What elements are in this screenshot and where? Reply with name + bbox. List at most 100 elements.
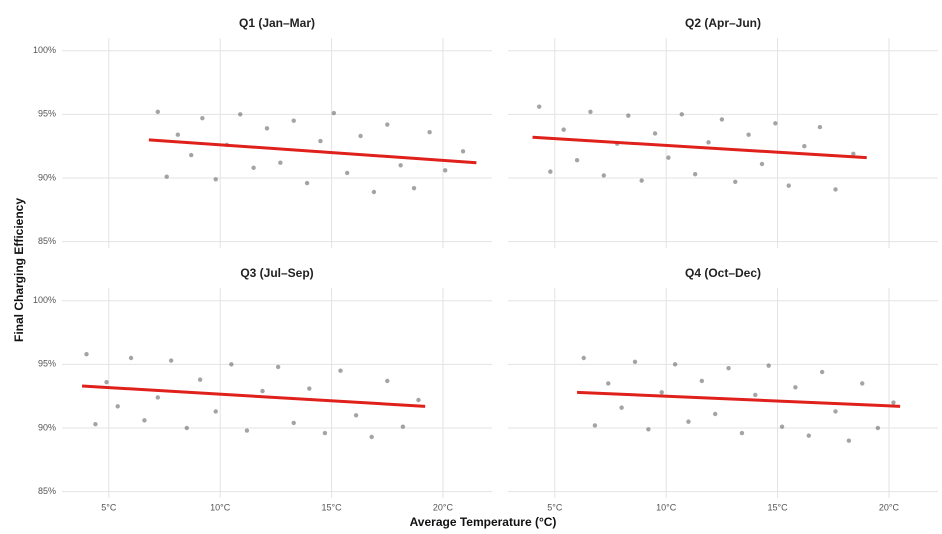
data-point bbox=[168, 358, 174, 363]
data-point bbox=[331, 110, 337, 116]
data-point bbox=[679, 112, 684, 117]
y-tick-label: 100% bbox=[33, 45, 56, 55]
data-point bbox=[238, 112, 243, 117]
data-point bbox=[411, 185, 417, 191]
data-point bbox=[817, 124, 823, 130]
x-tick-label: 20°C bbox=[879, 502, 900, 512]
data-point bbox=[851, 151, 856, 157]
data-point bbox=[93, 421, 98, 427]
data-point bbox=[200, 115, 205, 121]
y-tick-label: 95% bbox=[38, 359, 56, 369]
data-point bbox=[739, 430, 745, 436]
data-point bbox=[626, 113, 631, 118]
x-tick-label: 10°C bbox=[656, 502, 677, 512]
data-point bbox=[846, 438, 852, 443]
data-point bbox=[561, 127, 566, 132]
data-point bbox=[155, 395, 161, 400]
x-tick-label: 5°C bbox=[101, 502, 117, 512]
data-point bbox=[229, 362, 234, 367]
data-point bbox=[385, 378, 390, 384]
data-point bbox=[353, 413, 359, 418]
data-point bbox=[371, 189, 377, 195]
data-point bbox=[104, 379, 109, 385]
data-point bbox=[619, 405, 624, 410]
data-point bbox=[189, 152, 194, 158]
data-point bbox=[646, 427, 651, 432]
data-point bbox=[666, 155, 671, 160]
data-point bbox=[574, 157, 580, 163]
data-point bbox=[692, 171, 698, 177]
data-point bbox=[427, 129, 432, 135]
data-point bbox=[304, 180, 310, 186]
x-tick-label: 15°C bbox=[768, 502, 789, 512]
trend-line bbox=[532, 135, 867, 160]
data-point bbox=[260, 388, 265, 394]
data-point bbox=[251, 165, 256, 171]
data-point bbox=[338, 368, 343, 373]
data-point bbox=[639, 178, 644, 183]
y-tick-label: 85% bbox=[38, 486, 56, 496]
data-point bbox=[344, 170, 350, 176]
data-point bbox=[802, 143, 807, 149]
data-point bbox=[184, 425, 189, 431]
data-point bbox=[719, 117, 725, 122]
data-point bbox=[213, 409, 218, 414]
data-point bbox=[779, 424, 785, 429]
y-axis-title: Final Charging Efficiency bbox=[12, 198, 26, 342]
panel-title: Q1 (Jan–Mar) bbox=[239, 16, 315, 30]
x-tick-label: 5°C bbox=[547, 502, 563, 512]
data-point bbox=[385, 122, 390, 127]
data-point bbox=[275, 364, 281, 370]
data-point bbox=[155, 109, 161, 115]
data-point bbox=[307, 386, 312, 391]
data-point bbox=[460, 149, 466, 154]
data-point bbox=[175, 132, 181, 137]
panel-title: Q4 (Oct–Dec) bbox=[685, 266, 761, 280]
data-point bbox=[416, 397, 421, 403]
data-point bbox=[606, 381, 611, 386]
x-tick-label: 10°C bbox=[210, 502, 231, 512]
data-point bbox=[706, 140, 711, 145]
data-point bbox=[142, 418, 147, 423]
y-tick-label: 85% bbox=[38, 236, 56, 246]
data-point bbox=[746, 132, 751, 137]
y-tick-label: 95% bbox=[38, 109, 56, 119]
data-point bbox=[786, 183, 791, 188]
data-point bbox=[733, 179, 738, 185]
data-point bbox=[128, 355, 134, 361]
data-point bbox=[358, 133, 363, 139]
data-point bbox=[581, 355, 586, 361]
data-point bbox=[766, 363, 771, 368]
data-point bbox=[759, 161, 765, 167]
data-point bbox=[713, 411, 718, 417]
data-point bbox=[686, 419, 691, 424]
data-point bbox=[726, 365, 731, 371]
data-point bbox=[860, 381, 865, 386]
data-point bbox=[318, 138, 323, 144]
y-tick-label: 90% bbox=[38, 172, 56, 182]
data-point bbox=[875, 425, 881, 431]
trend-line bbox=[148, 138, 477, 165]
x-axis-title: Average Temperature (°C) bbox=[410, 515, 557, 529]
data-point bbox=[592, 423, 598, 428]
data-point bbox=[213, 177, 218, 182]
data-point bbox=[793, 385, 798, 390]
data-point bbox=[659, 390, 664, 395]
data-point bbox=[291, 118, 296, 123]
data-point bbox=[806, 433, 811, 438]
data-point bbox=[833, 187, 838, 192]
data-point bbox=[753, 392, 758, 398]
x-tick-label: 20°C bbox=[433, 502, 454, 512]
data-point bbox=[548, 169, 553, 174]
x-tick-label: 15°C bbox=[322, 502, 343, 512]
data-point bbox=[652, 131, 658, 136]
data-point bbox=[632, 359, 638, 365]
data-point bbox=[400, 424, 406, 429]
data-point bbox=[197, 377, 203, 382]
data-point bbox=[443, 168, 448, 173]
panel-title: Q3 (Jul–Sep) bbox=[240, 266, 313, 280]
panel-title: Q2 (Apr–Jun) bbox=[685, 16, 761, 30]
data-point bbox=[164, 174, 169, 179]
data-point bbox=[244, 428, 250, 433]
